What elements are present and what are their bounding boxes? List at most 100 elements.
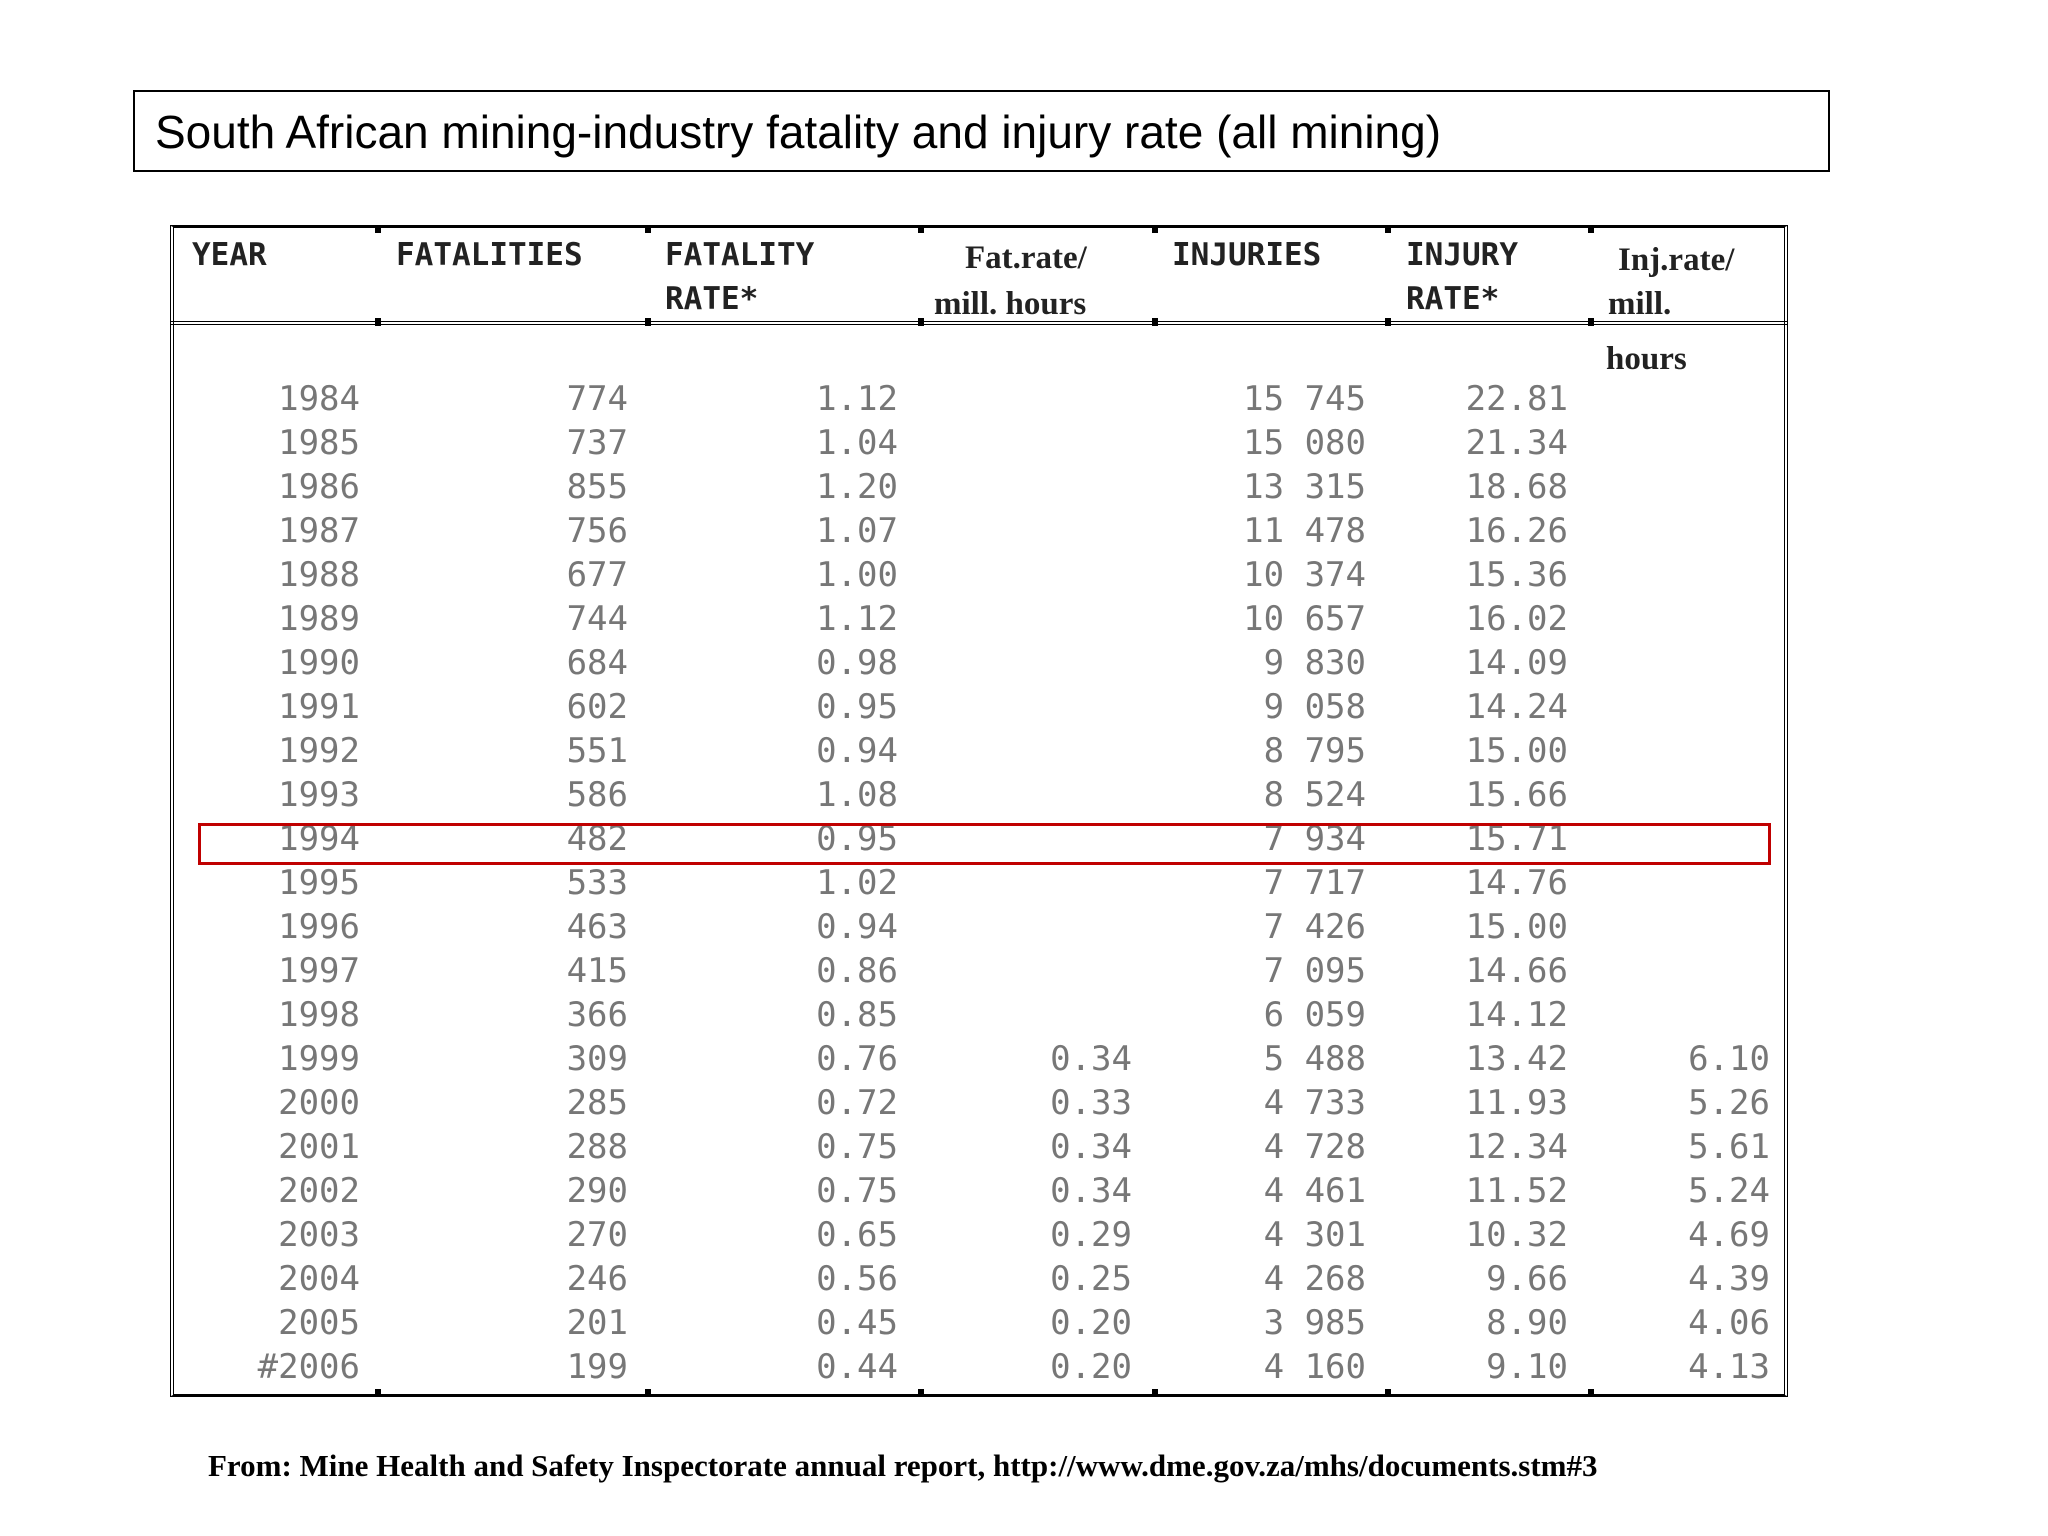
cell-year: 1998: [278, 995, 360, 1035]
table-row: 1991 602 0.95 9 058 14.24: [170, 685, 1788, 729]
cell-fatalities: 415: [566, 951, 628, 991]
cell-injury-rate: 15.36: [1465, 555, 1568, 595]
cell-injuries: 5 488: [1263, 1039, 1366, 1079]
cell-injury-rate: 18.68: [1465, 467, 1568, 507]
column-tick: [375, 1389, 381, 1397]
cell-fatalities: 285: [566, 1083, 628, 1123]
cell-year: 1986: [278, 467, 360, 507]
table-row: 1992 551 0.94 8 795 15.00: [170, 729, 1788, 773]
header-injury-rate-line2: RATE*: [1406, 281, 1500, 317]
column-tick: [1588, 225, 1594, 233]
cell-injury-rate: 14.24: [1465, 687, 1568, 727]
cell-fatality-rate: 0.85: [816, 995, 898, 1035]
column-tick: [1588, 1389, 1594, 1397]
cell-fatalities: 677: [566, 555, 628, 595]
cell-year: 1999: [278, 1039, 360, 1079]
column-tick: [645, 225, 651, 233]
column-tick: [645, 318, 651, 326]
column-tick: [918, 318, 924, 326]
header-separator: [170, 321, 1788, 325]
cell-fat-mill: 0.33: [1050, 1083, 1132, 1123]
header-inj-mill-line3: hours: [1606, 341, 1687, 377]
cell-fatality-rate: 1.12: [816, 379, 898, 419]
cell-fatality-rate: 0.98: [816, 643, 898, 683]
cell-fatality-rate: 0.56: [816, 1259, 898, 1299]
cell-fat-mill: 0.20: [1050, 1303, 1132, 1343]
table-border: [170, 225, 1788, 1397]
column-tick: [1152, 1389, 1158, 1397]
cell-fatalities: 744: [566, 599, 628, 639]
header-inj-mill-line1: Inj.rate/: [1618, 242, 1735, 278]
table-row: 2004 246 0.56 0.25 4 268 9.66 4.39: [170, 1257, 1788, 1301]
cell-injuries: 4 728: [1263, 1127, 1366, 1167]
cell-fatalities: 602: [566, 687, 628, 727]
cell-injuries: 4 301: [1263, 1215, 1366, 1255]
cell-fatality-rate: 1.20: [816, 467, 898, 507]
cell-injuries: 9 058: [1263, 687, 1366, 727]
cell-fatality-rate: 0.95: [816, 687, 898, 727]
table-row: 2005 201 0.45 0.20 3 985 8.90 4.06: [170, 1301, 1788, 1345]
highlight-box-1994: [198, 823, 1771, 865]
cell-fatality-rate: 0.94: [816, 731, 898, 771]
page-title: South African mining-industry fatality a…: [133, 90, 1830, 172]
cell-fatality-rate: 0.75: [816, 1171, 898, 1211]
cell-fatality-rate: 0.86: [816, 951, 898, 991]
header-fatalities: FATALITIES: [396, 237, 583, 273]
cell-injuries: 7 095: [1263, 951, 1366, 991]
cell-fatality-rate: 1.07: [816, 511, 898, 551]
cell-injuries: 4 268: [1263, 1259, 1366, 1299]
cell-injuries: 4 733: [1263, 1083, 1366, 1123]
cell-injury-rate: 15.00: [1465, 731, 1568, 771]
table-row: 1986 855 1.20 13 315 18.68: [170, 465, 1788, 509]
cell-year: 1997: [278, 951, 360, 991]
cell-injury-rate: 15.66: [1465, 775, 1568, 815]
cell-fatality-rate: 0.76: [816, 1039, 898, 1079]
cell-inj-mill: 5.24: [1688, 1171, 1770, 1211]
cell-fatality-rate: 1.04: [816, 423, 898, 463]
cell-inj-mill: 4.39: [1688, 1259, 1770, 1299]
cell-injury-rate: 12.34: [1465, 1127, 1568, 1167]
column-tick: [375, 318, 381, 326]
cell-fat-mill: 0.25: [1050, 1259, 1132, 1299]
cell-injury-rate: 14.12: [1465, 995, 1568, 1035]
cell-injury-rate: 8.90: [1486, 1303, 1568, 1343]
cell-year: 1992: [278, 731, 360, 771]
cell-injuries: 4 461: [1263, 1171, 1366, 1211]
cell-injury-rate: 10.32: [1465, 1215, 1568, 1255]
cell-injuries: 15 745: [1243, 379, 1366, 419]
cell-fatalities: 290: [566, 1171, 628, 1211]
cell-fatalities: 586: [566, 775, 628, 815]
header-fatality-rate-line2: RATE*: [665, 281, 759, 317]
cell-fat-mill: 0.20: [1050, 1347, 1132, 1387]
cell-fatalities: 756: [566, 511, 628, 551]
cell-fat-mill: 0.34: [1050, 1039, 1132, 1079]
cell-year: 2004: [278, 1259, 360, 1299]
cell-injury-rate: 14.09: [1465, 643, 1568, 683]
cell-fatalities: 684: [566, 643, 628, 683]
cell-injury-rate: 11.52: [1465, 1171, 1568, 1211]
table-row: 1988 677 1.00 10 374 15.36: [170, 553, 1788, 597]
cell-year: 2002: [278, 1171, 360, 1211]
header-inj-mill-line2: mill.: [1608, 286, 1672, 322]
cell-injury-rate: 14.66: [1465, 951, 1568, 991]
table-row: 1998 366 0.85 6 059 14.12: [170, 993, 1788, 1037]
table-row: 2000 285 0.72 0.33 4 733 11.93 5.26: [170, 1081, 1788, 1125]
cell-fatality-rate: 1.12: [816, 599, 898, 639]
cell-injury-rate: 22.81: [1465, 379, 1568, 419]
cell-injuries: 10 374: [1243, 555, 1366, 595]
cell-injuries: 11 478: [1243, 511, 1366, 551]
cell-inj-mill: 4.13: [1688, 1347, 1770, 1387]
column-tick: [1588, 318, 1594, 326]
column-tick: [918, 225, 924, 233]
cell-fat-mill: 0.34: [1050, 1171, 1132, 1211]
header-year: YEAR: [192, 237, 267, 273]
cell-inj-mill: 4.06: [1688, 1303, 1770, 1343]
cell-fatalities: 366: [566, 995, 628, 1035]
table-row: 1984 774 1.12 15 745 22.81: [170, 377, 1788, 421]
cell-year: 1996: [278, 907, 360, 947]
cell-injuries: 15 080: [1243, 423, 1366, 463]
cell-year: 1991: [278, 687, 360, 727]
cell-fat-mill: 0.29: [1050, 1215, 1132, 1255]
table-row: 2002 290 0.75 0.34 4 461 11.52 5.24: [170, 1169, 1788, 1213]
cell-injuries: 13 315: [1243, 467, 1366, 507]
